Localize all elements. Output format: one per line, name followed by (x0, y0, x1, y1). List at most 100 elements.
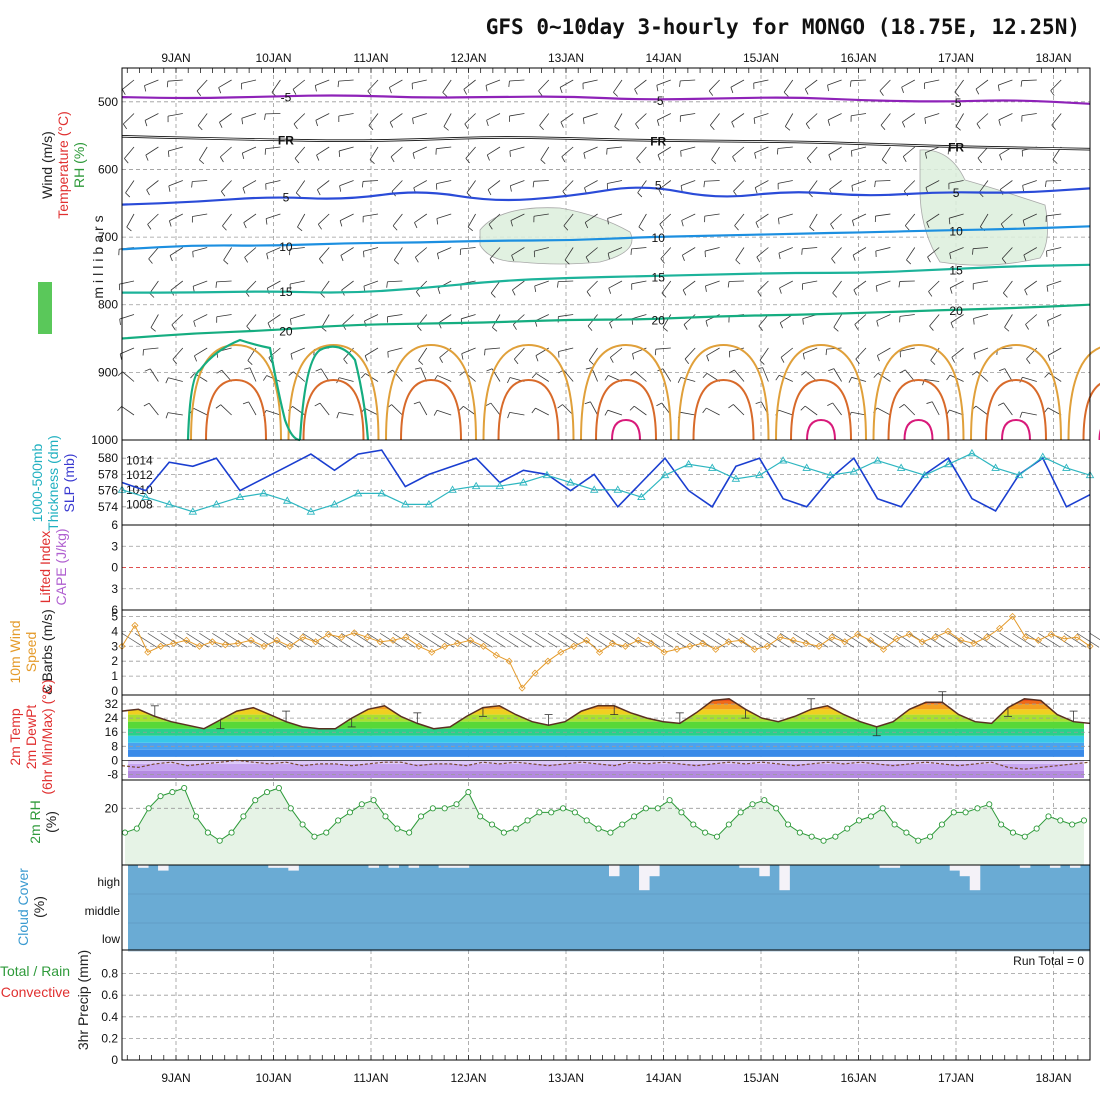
top-date-label: 18JAN (1035, 51, 1071, 65)
wind-barb (634, 79, 647, 90)
wind-barb (148, 247, 159, 260)
rh-point (583, 817, 590, 824)
wind-barb-flag (165, 377, 169, 384)
wind-barb (583, 113, 598, 119)
rh-point (169, 789, 176, 796)
wind-barb (489, 247, 501, 260)
wind-barb-flag (564, 259, 570, 265)
wind-barb-flag (146, 189, 150, 196)
wind-barb-flag (852, 254, 856, 261)
bottom-date-label: 14JAN (645, 1071, 681, 1085)
wind-barb (339, 146, 354, 152)
wind-barb-flag (780, 357, 785, 363)
wind-barb-flag (779, 322, 783, 329)
wind-speed-point (144, 648, 152, 656)
rh-point (488, 821, 496, 828)
wind-barb (338, 79, 354, 82)
wind-barb (249, 367, 257, 382)
wind-barb-flag (165, 412, 169, 419)
wind-barb (534, 280, 549, 287)
wind-barb (293, 113, 306, 125)
low-level-temperature-contour (677, 343, 770, 441)
wind-barb (931, 401, 940, 416)
rh-point (524, 817, 531, 824)
wind-speed-point (260, 642, 268, 650)
wind-barb-flag (946, 374, 951, 381)
bottom-date-label: 16JAN (840, 1071, 876, 1085)
wind-barb (979, 213, 989, 228)
wind-barb (241, 113, 257, 119)
lifted-index-ylabel: Lifted Index (37, 531, 53, 603)
slp-point (707, 463, 717, 471)
contour-label-FR: FR (650, 134, 666, 148)
wind-speed-point (647, 639, 655, 647)
wind-barb (661, 280, 672, 294)
wind-barb (709, 113, 720, 126)
low-level-temperature-contour (1082, 382, 1100, 441)
low-level-temperature-contour (497, 378, 560, 441)
rh-point (962, 809, 969, 816)
wind-speed-point (557, 648, 565, 656)
wind-barb-flag (145, 154, 149, 161)
rh-point (216, 837, 223, 844)
wind-barb-flag (732, 156, 736, 163)
wind-barb-flag (192, 251, 194, 258)
rh-point (240, 813, 247, 820)
wind-barb (364, 347, 379, 357)
wind-barb (734, 213, 745, 226)
wind-barb-flag (973, 318, 975, 325)
wind-barb-flag (169, 220, 172, 227)
wind-speed-point (428, 648, 436, 656)
temp-band (128, 756, 1084, 761)
wind-barb-flag (169, 255, 173, 262)
wind-barb-flag (954, 91, 960, 97)
wind-tick-label: 2 (111, 654, 118, 668)
wind-barb-flag (394, 259, 400, 265)
wind-speed-point (996, 624, 1004, 632)
wind-barb (827, 79, 842, 86)
wind-barb-flag (806, 157, 812, 164)
rh-point (666, 797, 673, 804)
wind-barb-flag (828, 368, 835, 372)
rh-point (631, 813, 638, 820)
wind-barb (199, 146, 208, 160)
temp-tick-label: -8 (107, 767, 118, 781)
wind-barb-flag (125, 192, 131, 198)
wind-barb-10m (805, 633, 829, 648)
wind-barb-10m (818, 633, 842, 648)
wind-barb (216, 280, 232, 283)
wind-barb-flag (755, 222, 759, 228)
temp-band (128, 709, 1084, 715)
wind-barb-flag (167, 151, 170, 158)
high-cloud-gap-bar (639, 865, 650, 891)
wind-barb-10m (638, 633, 661, 648)
wind-barb-flag (833, 327, 839, 332)
rh-point (950, 809, 957, 816)
wind-barb-10m (521, 633, 545, 648)
wind-barb-flag (785, 126, 791, 131)
rh-point (986, 801, 993, 808)
wind-barb-flag (1022, 185, 1024, 192)
rh-point (252, 797, 259, 804)
rh-point (275, 785, 282, 792)
wind-barb-flag (414, 222, 418, 229)
temp-tick-label: 8 (111, 739, 118, 753)
wind-barb (925, 180, 940, 188)
wind-barb (802, 280, 818, 285)
temperature-contour-15 (121, 263, 1091, 294)
wind-barb-flag (415, 291, 421, 297)
wind-barb (513, 314, 525, 325)
wind-barb (607, 409, 623, 416)
contour-label-15: 15 (949, 264, 963, 278)
low-level-temperature-contour (970, 343, 1062, 441)
wind-barb (317, 180, 330, 191)
wind-barb-flag (1051, 124, 1056, 130)
wind-barb (193, 314, 208, 322)
wind-barb (487, 146, 501, 156)
slp-point (542, 470, 552, 479)
wind-barb (636, 146, 647, 159)
rh-line (124, 787, 1085, 842)
wind-barb-flag (1004, 326, 1010, 332)
contour-label--5: -5 (951, 96, 962, 110)
wind-barb (219, 113, 232, 123)
